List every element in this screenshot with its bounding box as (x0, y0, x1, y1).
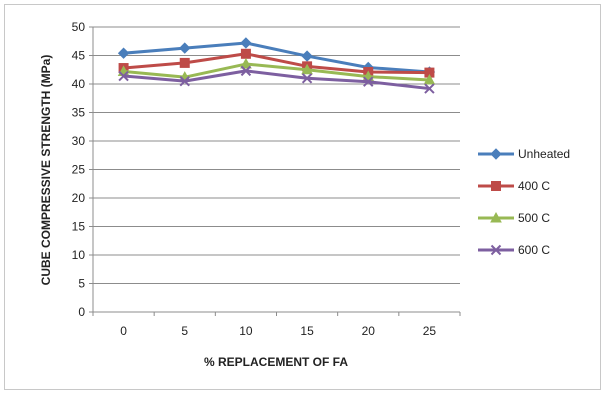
gridlines (93, 26, 460, 284)
legend-marker (490, 211, 502, 223)
series-600-c (118, 65, 435, 94)
legend-label: 500 C (518, 211, 550, 225)
legend-label: 600 C (518, 243, 550, 257)
axes (89, 26, 461, 316)
x-tick-labels: 0 5 10 15 20 25 (120, 324, 436, 338)
legend-label: 400 C (518, 179, 550, 193)
y-tick-labels: 0 5 10 15 20 25 30 35 40 45 50 (72, 20, 86, 319)
y-axis-title: CUBE COMPRESSIVE STRENGTH (MPa) (39, 55, 53, 286)
x-tick-label: 25 (423, 324, 437, 338)
data-point (240, 48, 251, 59)
series-line (122, 62, 431, 82)
legend-item-500-c: 500 C (478, 211, 550, 225)
data-point (424, 83, 435, 94)
data-point (301, 73, 313, 84)
data-point (423, 73, 436, 85)
legend-marker (490, 244, 502, 256)
x-axis-title: % REPLACEMENT OF FA (204, 355, 348, 369)
legend-marker (491, 181, 501, 191)
data-point (240, 65, 252, 77)
y-tick-label: 35 (72, 106, 86, 120)
y-tick-label: 50 (72, 20, 86, 34)
x-tick-label: 15 (300, 324, 314, 338)
legend-item-400-c: 400 C (478, 179, 550, 193)
legend-label: Unheated (518, 147, 570, 161)
x-tick-label: 0 (120, 324, 127, 338)
y-tick-label: 10 (72, 248, 86, 262)
series-line (122, 41, 431, 74)
x-tick-label: 20 (362, 324, 376, 338)
data-point (118, 70, 129, 82)
y-tick-label: 5 (78, 277, 85, 291)
y-tick-label: 0 (78, 305, 85, 319)
series-group (117, 37, 436, 94)
x-tick-label: 10 (239, 324, 253, 338)
x-tick-label: 5 (181, 324, 188, 338)
data-point (301, 50, 313, 62)
legend: Unheated 400 C 500 C 600 C (478, 147, 570, 257)
series-line (122, 69, 431, 91)
data-point (117, 47, 130, 59)
data-point (240, 37, 252, 49)
data-point (240, 58, 252, 69)
y-tick-label: 40 (72, 77, 86, 91)
series-line (122, 52, 431, 75)
y-tick-label: 25 (72, 163, 86, 177)
y-tick-label: 15 (72, 220, 86, 234)
y-tick-label: 30 (72, 134, 86, 148)
y-tick-label: 20 (72, 191, 86, 205)
data-point (179, 57, 190, 68)
legend-item-600-c: 600 C (478, 243, 550, 257)
data-point (179, 75, 190, 87)
data-point (179, 42, 191, 54)
legend-marker (490, 148, 502, 160)
series-500-c (117, 58, 436, 85)
data-point (301, 63, 313, 75)
legend-item-unheated: Unheated (478, 147, 570, 161)
data-point (363, 76, 374, 87)
y-tick-label: 45 (72, 49, 86, 63)
